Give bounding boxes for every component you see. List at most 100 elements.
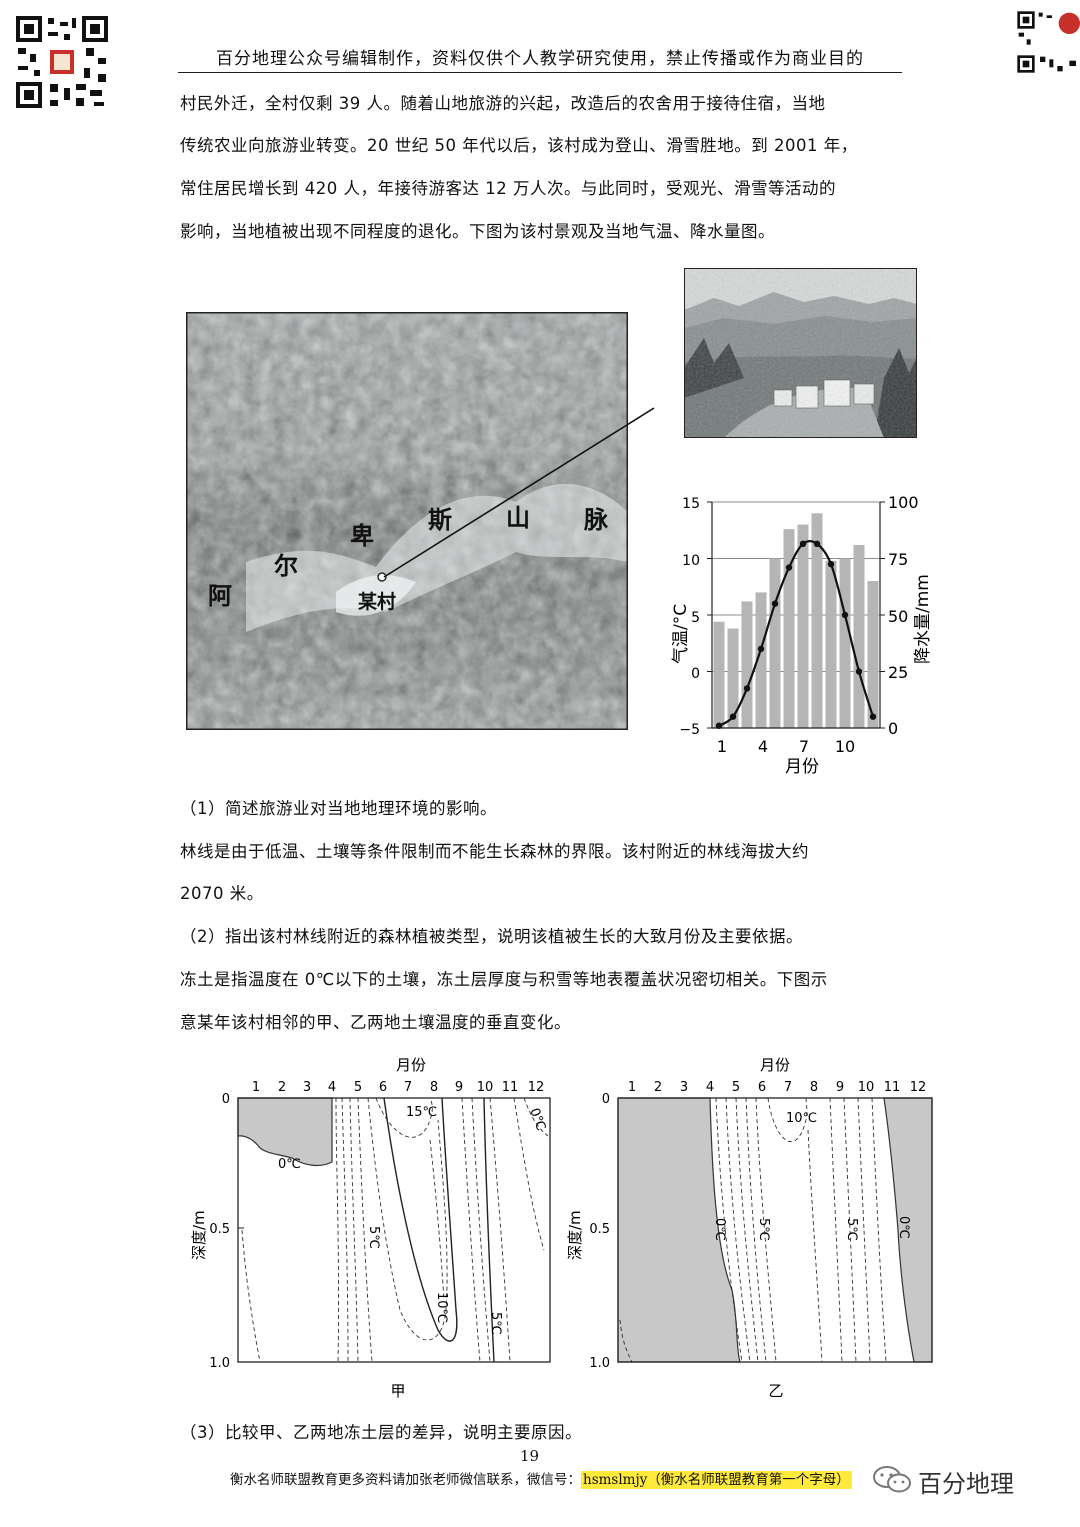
brand-badge: 百分地理 [872, 1460, 1052, 1500]
left-tick-label: 10 [682, 553, 700, 569]
precipitation-bar [769, 558, 781, 728]
soil-temp-chart-jia: 月份 1 2 3 4 5 6 7 8 9 10 11 12 0 0.5 1.0 … [190, 1056, 551, 1400]
precipitation-bar [755, 592, 767, 728]
depth-tick-labels: 0 0.5 1.0 [209, 1092, 230, 1371]
treeline-line: 2070 米。 [180, 884, 264, 903]
y-axis-title-right: 降水量/mm [913, 574, 930, 664]
month-tick: 6 [379, 1080, 387, 1095]
temperature-point [771, 600, 779, 607]
wechat-icon [873, 1466, 911, 1493]
depth-axis-title: 深度/m [190, 1210, 208, 1260]
depth-tick: 0 [222, 1092, 230, 1107]
brand-name: 百分地理 [918, 1470, 1014, 1498]
y-axis-title-left: 气温/°C [671, 604, 691, 664]
temperature-point [827, 560, 835, 568]
intro-paragraph: 村民外迁，全村仅剩 39 人。随着山地旅游的兴起，改造后的农舍用于接待住宿，当地… [180, 95, 900, 256]
contour-label: 5℃ [366, 1226, 381, 1249]
month-tick: 12 [910, 1080, 927, 1095]
frozen-soil-area [883, 1097, 933, 1363]
month-tick: 5 [732, 1080, 740, 1095]
precipitation-bar [727, 628, 739, 728]
climate-plot-area [707, 501, 885, 729]
month-tick: 1 [628, 1080, 636, 1095]
precipitation-bar [825, 560, 837, 728]
month-tick: 6 [758, 1080, 766, 1095]
temperature-point [869, 713, 877, 720]
temperature-point [799, 540, 807, 548]
map-label-char: 脉 [583, 506, 609, 534]
month-tick: 12 [528, 1080, 545, 1095]
contour-label: 0℃ [896, 1216, 911, 1239]
month-tick-labels: 1 2 3 4 5 6 7 8 9 10 11 12 [628, 1080, 926, 1095]
map-label-char: 尔 [274, 552, 298, 580]
precipitation-bar [853, 544, 865, 728]
temperature-point [715, 722, 723, 729]
temperature-point [841, 611, 849, 619]
isotherm-lines [241, 1097, 549, 1363]
map-label-char: 山 [506, 504, 530, 532]
month-tick: 11 [884, 1080, 901, 1095]
month-tick-labels: 1 2 3 4 5 6 7 8 9 10 11 12 [252, 1080, 544, 1095]
contour-label: 10℃ [786, 1111, 817, 1126]
left-tick-label: 0 [691, 666, 700, 682]
depth-tick: 0.5 [209, 1222, 230, 1237]
x-tick-label: 1 [717, 737, 727, 756]
month-tick: 8 [810, 1080, 818, 1095]
alps-relief-map: 阿 尔 卑 斯 山 脉 某村 [186, 312, 628, 730]
month-tick: 3 [680, 1080, 688, 1095]
header-rule [178, 72, 902, 73]
depth-tick: 0 [602, 1092, 610, 1107]
depth-tick-labels: 0 0.5 1.0 [589, 1092, 610, 1371]
month-tick: 1 [252, 1080, 260, 1095]
contour-label: 10℃ [434, 1292, 449, 1323]
intro-line: 传统农业向旅游业转变。20 世纪 50 年代以后，该村成为登山、滑雪胜地。到 2… [180, 136, 858, 155]
temperature-point [785, 564, 793, 571]
footer-highlight: hsmslmjy（衡水名师联盟教育第一个字母） [581, 1471, 852, 1489]
month-tick: 2 [278, 1080, 286, 1095]
depth-tick: 1.0 [209, 1356, 230, 1371]
month-tick: 4 [328, 1080, 336, 1095]
contour-label: 0℃ [526, 1106, 548, 1133]
question-2: （2）指出该村林线附近的森林植被类型，说明该植被生长的大致月份及主要依据。 [180, 927, 803, 946]
footer-text: 衡水名师联盟教育更多资料请加张老师微信联系，微信号： [230, 1472, 581, 1488]
right-tick-label: 25 [888, 663, 908, 682]
qr-code-left [14, 14, 110, 110]
month-tick: 4 [706, 1080, 714, 1095]
month-tick: 3 [303, 1080, 311, 1095]
x-tick-label: 10 [835, 737, 855, 756]
depth-tick: 1.0 [589, 1356, 610, 1371]
question-3: （3）比较甲、乙两地冻土层的差异，说明主要原因。 [180, 1423, 582, 1442]
precipitation-bar [839, 558, 851, 728]
frozen-soil-area [237, 1097, 333, 1167]
temperature-point [813, 540, 821, 548]
qr-code-right [1016, 10, 1080, 74]
contour-label: 0℃ [278, 1157, 301, 1172]
question-1: （1）简述旅游业对当地地理环境的影响。 [180, 799, 497, 818]
month-tick: 2 [654, 1080, 662, 1095]
isotherm-solid [383, 1097, 495, 1363]
map-label-char: 斯 [428, 506, 452, 534]
left-tick-label: 15 [682, 496, 700, 512]
frozen-soil-paragraph: 冻土是指温度在 0℃以下的土壤，冻土层厚度与积雪等地表覆盖状况密切相关。下图示 … [180, 970, 900, 1042]
intro-line: 常住居民增长到 420 人，年接待游客达 12 万人次。与此同时，受观光、滑雪等… [180, 179, 836, 198]
month-tick: 9 [836, 1080, 844, 1095]
right-tick-label: 100 [888, 493, 919, 512]
right-tick-label: 50 [888, 607, 908, 626]
month-tick: 8 [430, 1080, 438, 1095]
village-label: 某村 [358, 590, 396, 613]
month-tick: 9 [455, 1080, 463, 1095]
temperature-point [743, 685, 751, 692]
precipitation-bar [797, 524, 809, 728]
header-title: 百分地理公众号编辑制作，资料仅供个人教学研究使用，禁止传播或作为商业目的 [216, 49, 864, 69]
frozen-line: 意某年该村相邻的甲、乙两地土壤温度的垂直变化。 [180, 1013, 571, 1032]
temperature-point [729, 713, 737, 720]
treeline-line: 林线是由于低温、土壤等条件限制而不能生长森林的界限。该村附近的林线海拔大约 [180, 842, 809, 861]
depth-axis-title: 深度/m [566, 1210, 584, 1260]
month-tick: 10 [858, 1080, 875, 1095]
frozen-line: 冻土是指温度在 0℃以下的土壤，冻土层厚度与积雪等地表覆盖状况密切相关。下图示 [180, 970, 828, 989]
precipitation-bar [741, 601, 753, 728]
x-tick-label: 4 [758, 737, 768, 756]
month-axis-title: 月份 [760, 1056, 790, 1074]
contour-label: 5℃ [844, 1218, 859, 1241]
depth-tick: 0.5 [589, 1222, 610, 1237]
